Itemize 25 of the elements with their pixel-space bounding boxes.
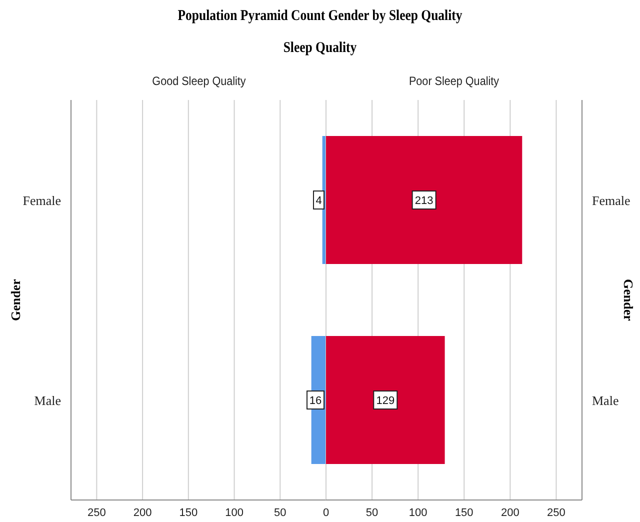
- text: Population Pyramid Count Gender by Sleep Quality: [176, 8, 464, 25]
- y-tick-label: Male: [34, 393, 62, 408]
- y-tick-label: Male: [592, 393, 619, 408]
- x-tick-label: 50: [366, 506, 378, 519]
- data-label: 4: [316, 195, 322, 207]
- x-tick-label: 250: [547, 506, 566, 519]
- x-tick-label: 150: [454, 506, 474, 519]
- x-tick-label: 100: [408, 506, 428, 519]
- x-tick-label: 150: [179, 506, 198, 519]
- y2-axis-title: Gender: [620, 278, 636, 323]
- x-tick-label: 250: [88, 506, 106, 519]
- x-tick-label: 100: [225, 506, 244, 519]
- x-tick-label: 200: [133, 506, 152, 519]
- text: Sleep Quality: [282, 40, 358, 57]
- y-tick-label: Female: [592, 193, 630, 208]
- chart-title: Poor Sleep Quality: [408, 74, 500, 88]
- data-label: 129: [376, 395, 395, 407]
- data-label: 16: [309, 395, 322, 407]
- y-axis-title: Gender: [8, 278, 24, 323]
- x-tick-label: 50: [274, 506, 286, 519]
- data-label: 213: [414, 195, 434, 207]
- x-tick-label: 200: [500, 506, 520, 519]
- x-tick-label: 0: [322, 506, 330, 519]
- y-tick-label: Female: [22, 193, 62, 208]
- chart-title: Good Sleep Quality: [150, 74, 247, 88]
